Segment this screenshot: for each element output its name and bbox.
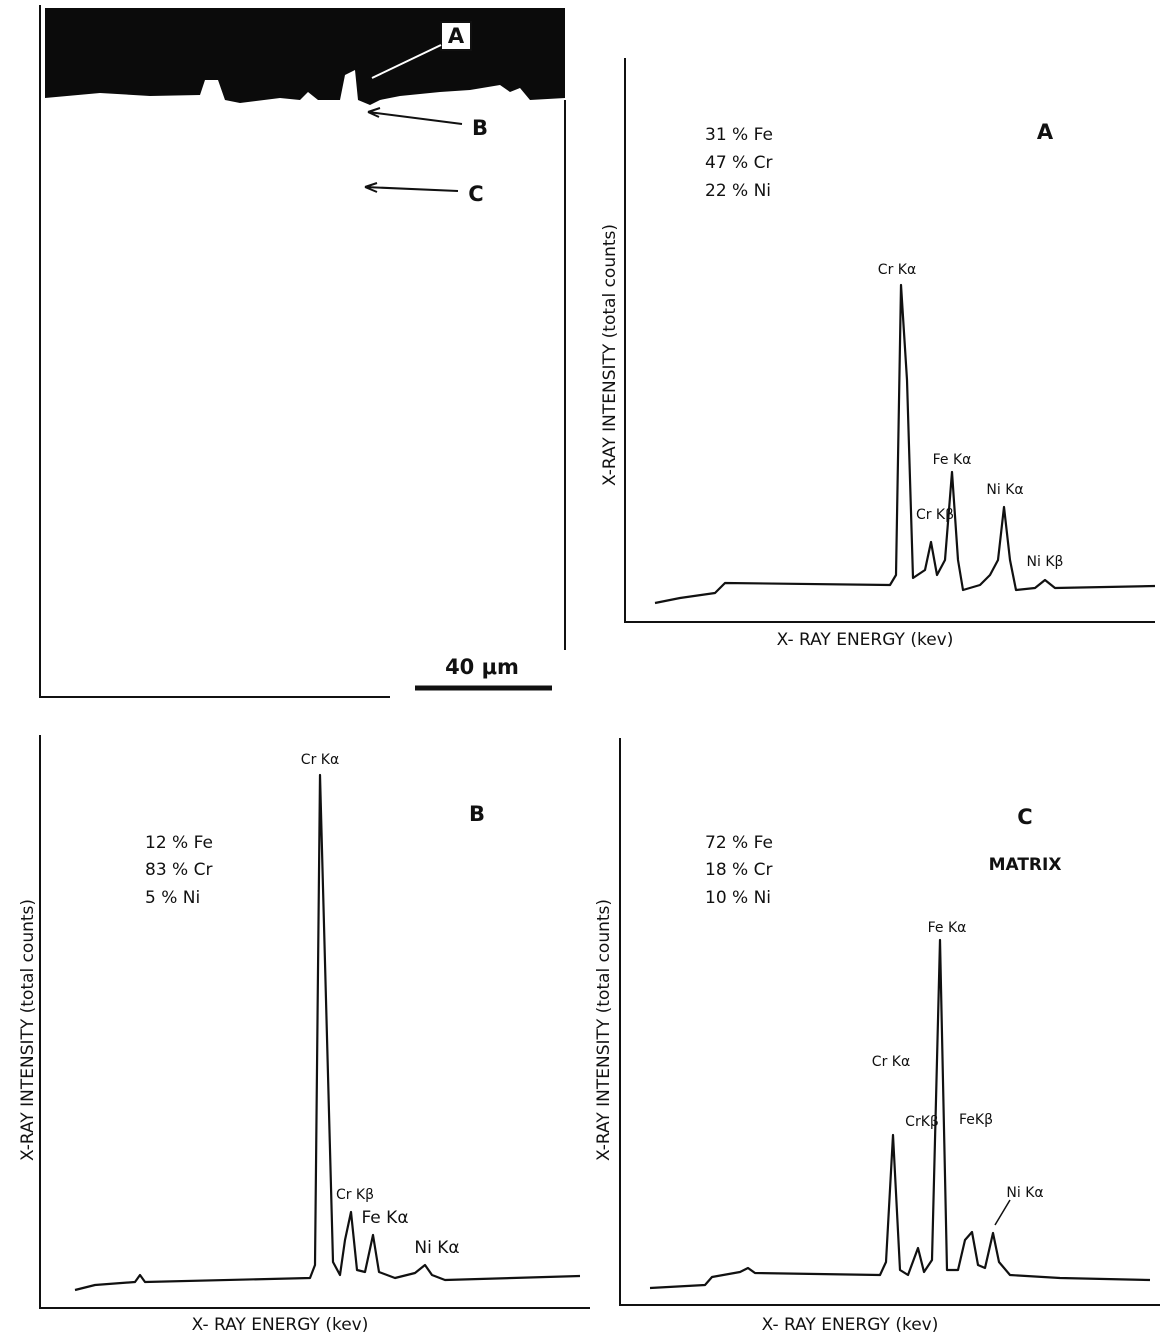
scale-label: 40 μm xyxy=(445,655,519,679)
peak-label: Ni Kα xyxy=(986,482,1023,498)
peak-label: Fe Kα xyxy=(933,452,972,468)
arrow xyxy=(368,108,462,124)
label: A xyxy=(448,24,465,48)
composition: 22 % Ni xyxy=(705,181,771,201)
peak-label: FeKβ xyxy=(959,1112,993,1128)
composition: 72 % Fe xyxy=(705,833,773,853)
panel-label: B xyxy=(469,802,485,826)
peak-label: Fe Kα xyxy=(361,1208,408,1228)
composition: 18 % Cr xyxy=(705,860,772,880)
figure: A B C 40 μm 31 % Fe 47 % Cr 22 % Ni A X-… xyxy=(0,0,1163,1337)
page: A B C 40 μm 31 % Fe 47 % Cr 22 % Ni A X-… xyxy=(0,0,1163,1337)
peak-label: Ni Kβ xyxy=(1027,554,1064,570)
label: B xyxy=(472,116,488,140)
y-axis-label: X-RAY INTENSITY (total counts) xyxy=(18,899,38,1161)
composition: 47 % Cr xyxy=(705,153,772,173)
peak-label: Cr Kα xyxy=(872,1054,910,1070)
spectrum xyxy=(650,940,1150,1288)
panel-label: A xyxy=(1037,120,1054,144)
micrograph-frame xyxy=(40,5,565,697)
leader xyxy=(995,1200,1010,1225)
x-axis-label: X- RAY ENERGY (kev) xyxy=(762,1315,939,1335)
label: C xyxy=(468,182,483,206)
x-axis-label: X- RAY ENERGY (kev) xyxy=(192,1315,369,1335)
composition: 12 % Fe xyxy=(145,833,213,853)
composition: 31 % Fe xyxy=(705,125,773,145)
peak-label: Cr Kα xyxy=(878,262,916,278)
x-axis-label: X- RAY ENERGY (kev) xyxy=(777,630,954,650)
panel-label: C xyxy=(1017,805,1032,829)
composition: 83 % Cr xyxy=(145,860,212,880)
peak-label: Ni Kα xyxy=(414,1238,459,1258)
axes xyxy=(620,738,1160,1305)
peak-label: Cr Kα xyxy=(301,752,339,768)
peak-label: Cr Kβ xyxy=(336,1187,374,1203)
micrograph-dark xyxy=(45,8,565,105)
peak-label: Fe Kα xyxy=(928,920,967,936)
composition: 10 % Ni xyxy=(705,888,771,908)
y-axis-label: X-RAY INTENSITY (total counts) xyxy=(594,899,614,1161)
peak-label: Cr Kβ xyxy=(916,507,954,523)
y-axis-label: X-RAY INTENSITY (total counts) xyxy=(600,224,620,486)
panel-note: MATRIX xyxy=(989,855,1062,875)
composition: 5 % Ni xyxy=(145,888,200,908)
peak-label: CrKβ xyxy=(905,1114,939,1130)
spectrum xyxy=(655,285,1155,603)
arrow xyxy=(365,183,458,192)
peak-label: Ni Kα xyxy=(1006,1185,1043,1201)
